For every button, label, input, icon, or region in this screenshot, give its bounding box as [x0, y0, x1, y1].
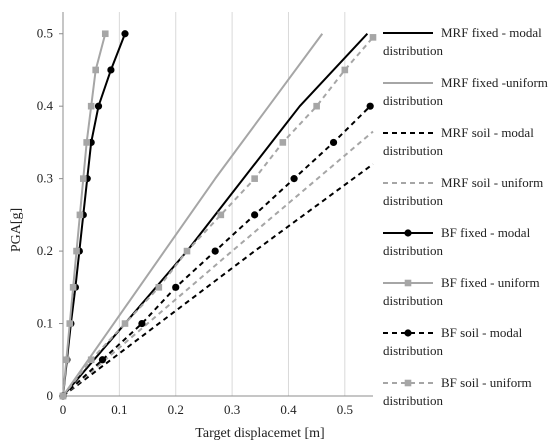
- legend-label: BF soil - modal: [441, 325, 523, 340]
- data-point: [313, 102, 320, 110]
- data-point: [94, 102, 103, 110]
- legend-label: BF fixed - modal: [441, 225, 531, 240]
- legend-entry-2: MRF fixed -uniform distribution: [383, 75, 548, 108]
- legend-label: distribution: [383, 193, 443, 208]
- legend-swatch-marker: [404, 329, 412, 337]
- series-line: [62, 36, 374, 397]
- series-2: [62, 33, 324, 397]
- legend-label: MRF fixed - modal: [441, 25, 542, 40]
- data-point: [183, 247, 191, 255]
- legend-swatch-marker: [404, 229, 412, 237]
- legend-label: BF fixed - uniform: [441, 275, 540, 290]
- legend-swatch-marker: [404, 379, 412, 387]
- series-4: [62, 130, 374, 397]
- data-point: [172, 283, 180, 291]
- legend-label: distribution: [383, 293, 443, 308]
- tick-labels: 0 0.1 0.2 0.3 0.4 0.5 0 0.1 0.2 0.3 0.4 0.5: [37, 26, 353, 417]
- legend-entry-1: MRF fixed - modal distribution: [383, 25, 542, 58]
- data-point: [251, 211, 259, 219]
- data-point: [121, 320, 129, 327]
- data-point: [155, 284, 163, 291]
- axes: [59, 12, 373, 397]
- data-point: [217, 211, 225, 219]
- series-1: [62, 33, 369, 397]
- data-point: [251, 175, 258, 182]
- data-point: [98, 356, 107, 364]
- legend-entry-5: BF fixed - modal distribution: [383, 225, 531, 258]
- data-point: [290, 175, 298, 183]
- legend-entry-8: BF soil - uniform distribution: [383, 375, 532, 408]
- data-point: [279, 139, 287, 146]
- x-axis-title: Target displacemet [m]: [195, 426, 324, 441]
- legend-label: distribution: [383, 43, 443, 58]
- legend-entry-7: BF soil - modal distribution: [383, 325, 523, 358]
- data-point: [69, 284, 77, 291]
- y-axis-title: PGA[g]: [9, 208, 24, 252]
- series-line: [62, 163, 374, 397]
- legend-entry-4: MRF soil - uniform distribution: [383, 175, 543, 208]
- legend-label: distribution: [383, 343, 443, 358]
- data-point: [87, 356, 95, 364]
- data-point: [83, 139, 90, 146]
- y-tick-label: 0.2: [37, 243, 53, 258]
- y-tick-label: 0.4: [37, 98, 54, 113]
- legend-label: distribution: [383, 243, 443, 258]
- data-point: [211, 247, 219, 255]
- series-8: [59, 34, 377, 400]
- x-tick-label: 0.3: [224, 402, 240, 417]
- data-point: [59, 392, 67, 400]
- y-tick-label: 0.1: [37, 316, 53, 331]
- data-point: [87, 102, 95, 110]
- series-line: [62, 130, 374, 397]
- data-point: [76, 211, 84, 219]
- x-tick-label: 0.5: [337, 402, 353, 417]
- x-tick-label: 0.2: [168, 402, 184, 417]
- legend-entry-3: MRF soil - modal distribution: [383, 125, 534, 158]
- y-tick-label: 0.3: [37, 171, 53, 186]
- x-tick-label: 0.1: [111, 402, 127, 417]
- legend-label: BF soil - uniform: [441, 375, 532, 390]
- series: [59, 30, 377, 400]
- data-point: [66, 320, 74, 327]
- data-point: [63, 356, 70, 364]
- legend-label: MRF soil - modal: [441, 125, 534, 140]
- y-tick-label: 0.5: [37, 26, 53, 41]
- data-point: [92, 66, 99, 74]
- legend-label: MRF soil - uniform: [441, 175, 543, 190]
- y-tick-label: 0: [47, 388, 54, 403]
- series-line: [62, 33, 369, 397]
- series-3: [62, 163, 374, 397]
- legend-swatch-marker: [404, 279, 412, 287]
- series-7: [59, 102, 374, 400]
- legend-label: distribution: [383, 393, 443, 408]
- legend-entry-6: BF fixed - uniform distribution: [383, 275, 540, 308]
- data-point: [121, 30, 129, 38]
- data-point: [107, 66, 115, 74]
- series-line: [62, 33, 324, 397]
- x-tick-label: 0.4: [280, 402, 297, 417]
- data-point: [366, 102, 374, 110]
- data-point: [341, 66, 349, 74]
- data-point: [329, 138, 338, 147]
- data-point: [101, 30, 109, 38]
- legend-label: distribution: [383, 143, 443, 158]
- legend-label: distribution: [383, 93, 443, 108]
- data-point: [369, 34, 377, 41]
- data-point: [138, 319, 146, 328]
- data-point: [73, 247, 80, 255]
- x-tick-label: 0: [60, 402, 67, 417]
- data-point: [79, 175, 87, 182]
- legend-label: MRF fixed -uniform: [441, 75, 548, 90]
